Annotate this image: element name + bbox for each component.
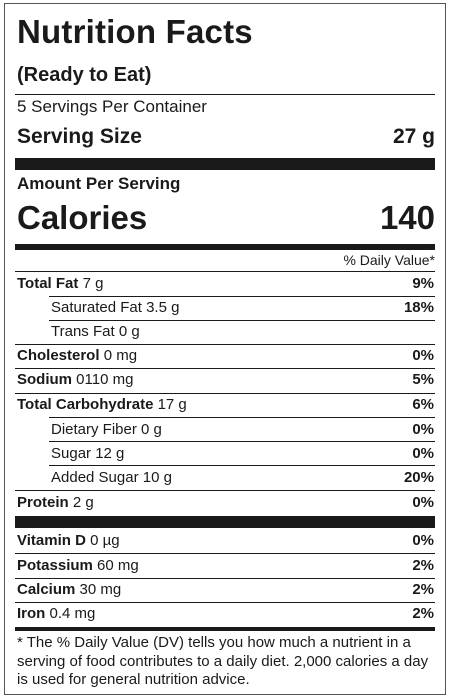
row-separator [49,417,435,418]
nutrient-name: Added Sugar [51,469,139,486]
label-content: Nutrition Facts (Ready to Eat) 5 Serving… [15,4,435,694]
row-separator [15,553,435,554]
daily-value-header: % Daily Value* [343,252,435,268]
nutrient-name: Protein [17,494,69,511]
nutrient-amount: 60 mg [97,557,139,574]
nutrient-dv: 0% [412,494,434,511]
nutrient-row-trans-fat: Trans Fat 0 g [15,320,435,344]
nutrient-amount: 0110 mg [76,371,134,388]
nutrient-dv: 20% [403,469,434,486]
nutrient-dv: 2% [412,557,434,574]
nutrient-name: Saturated Fat [51,299,142,316]
nutrient-amount: 17 g [157,396,187,413]
nutrient-amount: 2 g [72,494,94,511]
nutrient-dv: 0% [412,532,434,549]
medium-divider [15,627,435,631]
row-separator [49,465,435,466]
row-separator [49,296,435,297]
vitamin-row-potassium: Potassium 60 mg 2% [15,554,435,578]
nutrient-row-total-carbohydrate: Total Carbohydrate 17 g 6% [15,393,435,417]
nutrient-amount: 0.4 mg [49,605,96,622]
amount-per-serving: Amount Per Serving [17,174,181,193]
serving-size-value: 27 g [392,125,435,148]
nutrient-amount: 12 g [95,445,125,462]
label-subtitle: (Ready to Eat) [17,64,152,86]
nutrient-dv: 0% [412,445,434,462]
nutrient-amount: 30 mg [79,581,122,598]
nutrient-dv: 6% [412,396,434,413]
calories-row: Calories 140 [17,199,435,237]
nutrient-name: Vitamin D [17,532,86,549]
nutrient-dv: 2% [412,605,434,622]
nutrient-row-saturated-fat: Saturated Fat 3.5 g 18% [15,296,435,320]
divider [15,94,435,95]
nutrient-name: Total Carbohydrate [17,396,154,413]
calories-label: Calories [17,199,148,236]
nutrient-row-protein: Protein 2 g 0% [15,491,435,515]
row-separator [15,490,435,491]
row-separator [15,368,435,369]
row-separator [15,578,435,579]
servings-per-container: 5 Servings Per Container [17,97,207,116]
nutrient-amount: 0 g [141,421,162,438]
row-separator [49,441,435,442]
nutrient-dv: 2% [412,581,434,598]
nutrient-row-cholesterol: Cholesterol 0 mg 0% [15,344,435,368]
nutrient-amount: 3.5 g [146,299,180,316]
nutrient-name: Potassium [17,557,93,574]
nutrient-name: Dietary Fiber [51,421,137,438]
nutrient-name: Total Fat [17,275,79,292]
serving-size-label: Serving Size [17,125,142,148]
vitamin-row-calcium: Calcium 30 mg 2% [15,578,435,602]
nutrient-dv: 9% [412,275,434,292]
row-separator [49,320,435,321]
nutrient-name: Iron [17,605,46,622]
nutrient-dv: 18% [403,299,434,316]
nutrient-name: Cholesterol [17,347,100,364]
nutrient-row-dietary-fiber: Dietary Fiber 0 g 0% [15,418,435,442]
nutrient-row-added-sugar: Added Sugar 10 g 20% [15,466,435,490]
daily-value-footnote: * The % Daily Value (DV) tells you how m… [17,634,429,688]
vitamin-row-iron: Iron 0.4 mg 2% [15,602,435,626]
nutrient-name: Sodium [17,371,72,388]
vitamin-row-vitamin-d: Vitamin D 0 µg 0% [15,529,435,553]
nutrient-name: Trans Fat [51,323,115,340]
nutrient-name: Sugar [51,445,92,462]
serving-size-row: Serving Size 27 g [17,125,435,149]
row-separator [15,393,435,394]
nutrient-amount: 10 g [142,469,172,486]
nutrient-amount: 0 mg [103,347,138,364]
nutrient-row-sodium: Sodium 0110 mg 5% [15,368,435,392]
nutrient-row-total-fat: Total Fat 7 g 9% [15,272,435,296]
row-separator [15,602,435,603]
nutrient-amount: 0 g [118,323,140,340]
nutrient-amount: 0 µg [90,532,120,549]
row-separator [15,271,435,272]
nutrient-dv: 0% [412,421,434,438]
nutrient-row-sugar: Sugar 12 g 0% [15,442,435,466]
nutrition-facts-label: Nutrition Facts (Ready to Eat) 5 Serving… [4,3,446,695]
label-title: Nutrition Facts [17,13,253,50]
row-separator [15,344,435,345]
thick-divider [15,516,435,528]
nutrient-dv: 0% [412,347,434,364]
medium-divider [15,244,435,250]
nutrient-dv: 5% [412,371,434,388]
calories-value: 140 [379,199,435,236]
nutrient-dv [434,320,435,344]
nutrient-amount: 7 g [82,275,104,292]
nutrient-name: Calcium [17,581,76,598]
thick-divider [15,158,435,170]
